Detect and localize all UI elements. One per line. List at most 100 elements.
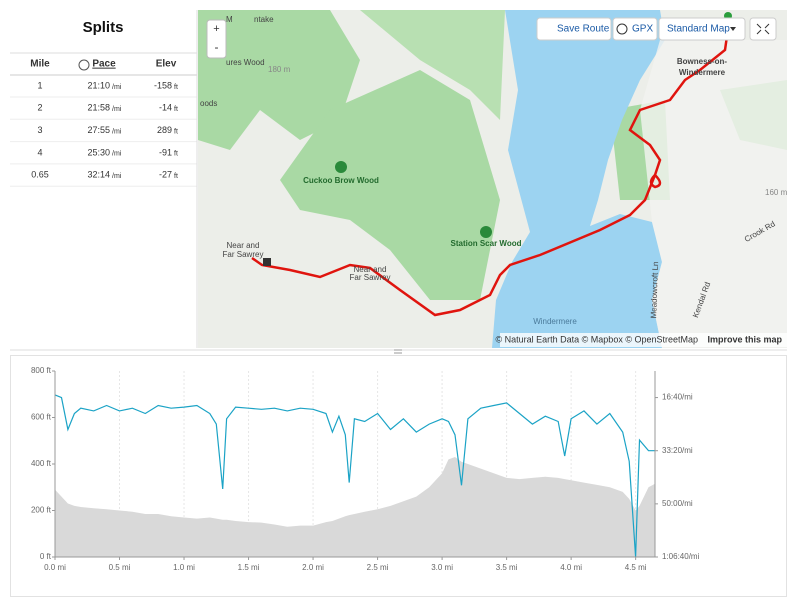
mile: 2: [37, 103, 42, 113]
x-tick-label: 0.0 mi: [44, 563, 66, 572]
pace-unit: /mi: [112, 128, 122, 135]
x-tick-label: 2.0 mi: [302, 563, 324, 572]
button-label: Save Route: [557, 24, 610, 35]
mile: 4: [37, 147, 42, 157]
place: M: [226, 15, 233, 24]
attribution: © Natural Earth Data © Mapbox © OpenStre…: [496, 334, 699, 344]
fullscreen-icon: [756, 23, 770, 35]
elev: -27: [159, 170, 172, 180]
save-route-button[interactable]: [536, 17, 612, 41]
zoom-in[interactable]: +: [213, 23, 219, 35]
mile: 1: [37, 80, 42, 90]
elev: -158: [154, 80, 172, 90]
download-icon: [616, 23, 628, 35]
x-tick-label: 2.5 mi: [367, 563, 389, 572]
place: Near and: [227, 241, 260, 250]
zoom-out[interactable]: -: [215, 40, 219, 54]
splits-title: Splits: [83, 19, 124, 36]
y-tick-label: 0 ft: [40, 552, 52, 561]
place: Bowness-on-: [677, 57, 728, 66]
elev-unit: ft: [174, 173, 178, 180]
y-tick-label: 800 ft: [31, 366, 52, 375]
elev: -14: [159, 103, 172, 113]
y2-tick-label: 1:06:40/mi: [662, 552, 700, 561]
y-tick-label: 200 ft: [31, 506, 52, 515]
pace: 21:58: [87, 103, 110, 113]
y2-tick-label: 16:40/mi: [662, 393, 693, 402]
pace-unit: /mi: [112, 84, 122, 91]
place: Windermere: [679, 68, 726, 77]
woods: [198, 10, 360, 150]
woods: [360, 10, 505, 120]
mile: 0.65: [31, 170, 49, 180]
pace: 32:14: [87, 170, 110, 180]
x-tick-label: 4.5 mi: [625, 563, 647, 572]
y2-tick-label: 50:00/mi: [662, 499, 693, 508]
x-tick-label: 3.5 mi: [496, 563, 518, 572]
elev-unit: ft: [174, 151, 178, 158]
pace-unit: /mi: [112, 151, 122, 158]
resize-handle[interactable]: [394, 349, 402, 354]
elev-unit: ft: [174, 84, 178, 91]
elev-unit: ft: [174, 106, 178, 113]
route: [251, 14, 732, 317]
col-header: Mile: [30, 59, 50, 70]
x-tick-label: 0.5 mi: [109, 563, 131, 572]
splits-panel: Splits Mile Pace Elev 1 21:10/mi -158 ft2 21…: [10, 19, 197, 187]
place: Near and: [354, 265, 387, 274]
x-tick-label: 4.0 mi: [560, 563, 582, 572]
route: [649, 174, 662, 189]
contour: 180 m: [268, 65, 291, 74]
place: oods: [200, 99, 217, 108]
zoom-control[interactable]: [206, 19, 227, 59]
contour: 160 m: [765, 188, 788, 197]
button-label: Standard Map: [667, 24, 730, 35]
button-label: GPX: [632, 24, 653, 35]
place: Far Sawrey: [350, 273, 391, 282]
improve-link[interactable]: Improve this map: [707, 334, 782, 344]
place: ures Wood: [226, 58, 265, 67]
y-tick-label: 600 ft: [31, 413, 52, 422]
pace-unit: /mi: [112, 173, 122, 180]
map-style-select[interactable]: [658, 17, 746, 41]
woods: [280, 70, 500, 300]
x-tick-label: 1.0 mi: [173, 563, 195, 572]
col-header: Pace: [92, 59, 116, 70]
park-icon: [335, 161, 347, 173]
pace: 25:30: [87, 147, 110, 157]
gpx-button[interactable]: [612, 17, 658, 41]
fullscreen-button[interactable]: [749, 17, 777, 41]
pace: 21:10: [87, 80, 110, 90]
lake: [492, 10, 665, 348]
map[interactable]: Bowness-on- Windermere Cuckoo Brow Wood …: [198, 10, 788, 348]
place: ntake: [254, 15, 274, 24]
pace: 27:55: [87, 125, 110, 135]
info-icon[interactable]: [78, 59, 90, 71]
place: Cuckoo Brow Wood: [303, 176, 379, 185]
elev: -91: [159, 147, 172, 157]
pace-line: [54, 394, 655, 558]
y2-tick-label: 33:20/mi: [662, 446, 693, 455]
splits-rows: 1 21:10/mi -158 ft2 21:58/mi -14 ft3 27:55/mi 28…: [10, 80, 197, 187]
finish-marker: [263, 258, 271, 266]
x-tick-label: 1.5 mi: [238, 563, 260, 572]
place: Far Sawrey: [223, 250, 264, 259]
road: Meadowcroft Ln: [649, 261, 660, 318]
pace-unit: /mi: [112, 106, 122, 113]
elevation-area: [55, 457, 655, 557]
town: [640, 40, 787, 348]
elev-unit: ft: [174, 128, 178, 135]
col-header: Elev: [156, 59, 177, 70]
chart: 0.0 mi 0.5 mi 1.0 mi 1.5 mi 2.0 mi 2.5 mi 3.0 …: [31, 366, 700, 572]
place: Station Scar Wood: [451, 239, 522, 248]
place: Windermere: [533, 317, 577, 326]
attribution-bg: [500, 333, 787, 347]
y-tick-label: 400 ft: [31, 459, 52, 468]
park-icon: [480, 226, 492, 238]
elev: 289: [157, 125, 172, 135]
caret: [730, 27, 736, 31]
mile: 3: [37, 125, 42, 135]
x-tick-label: 3.0 mi: [431, 563, 453, 572]
